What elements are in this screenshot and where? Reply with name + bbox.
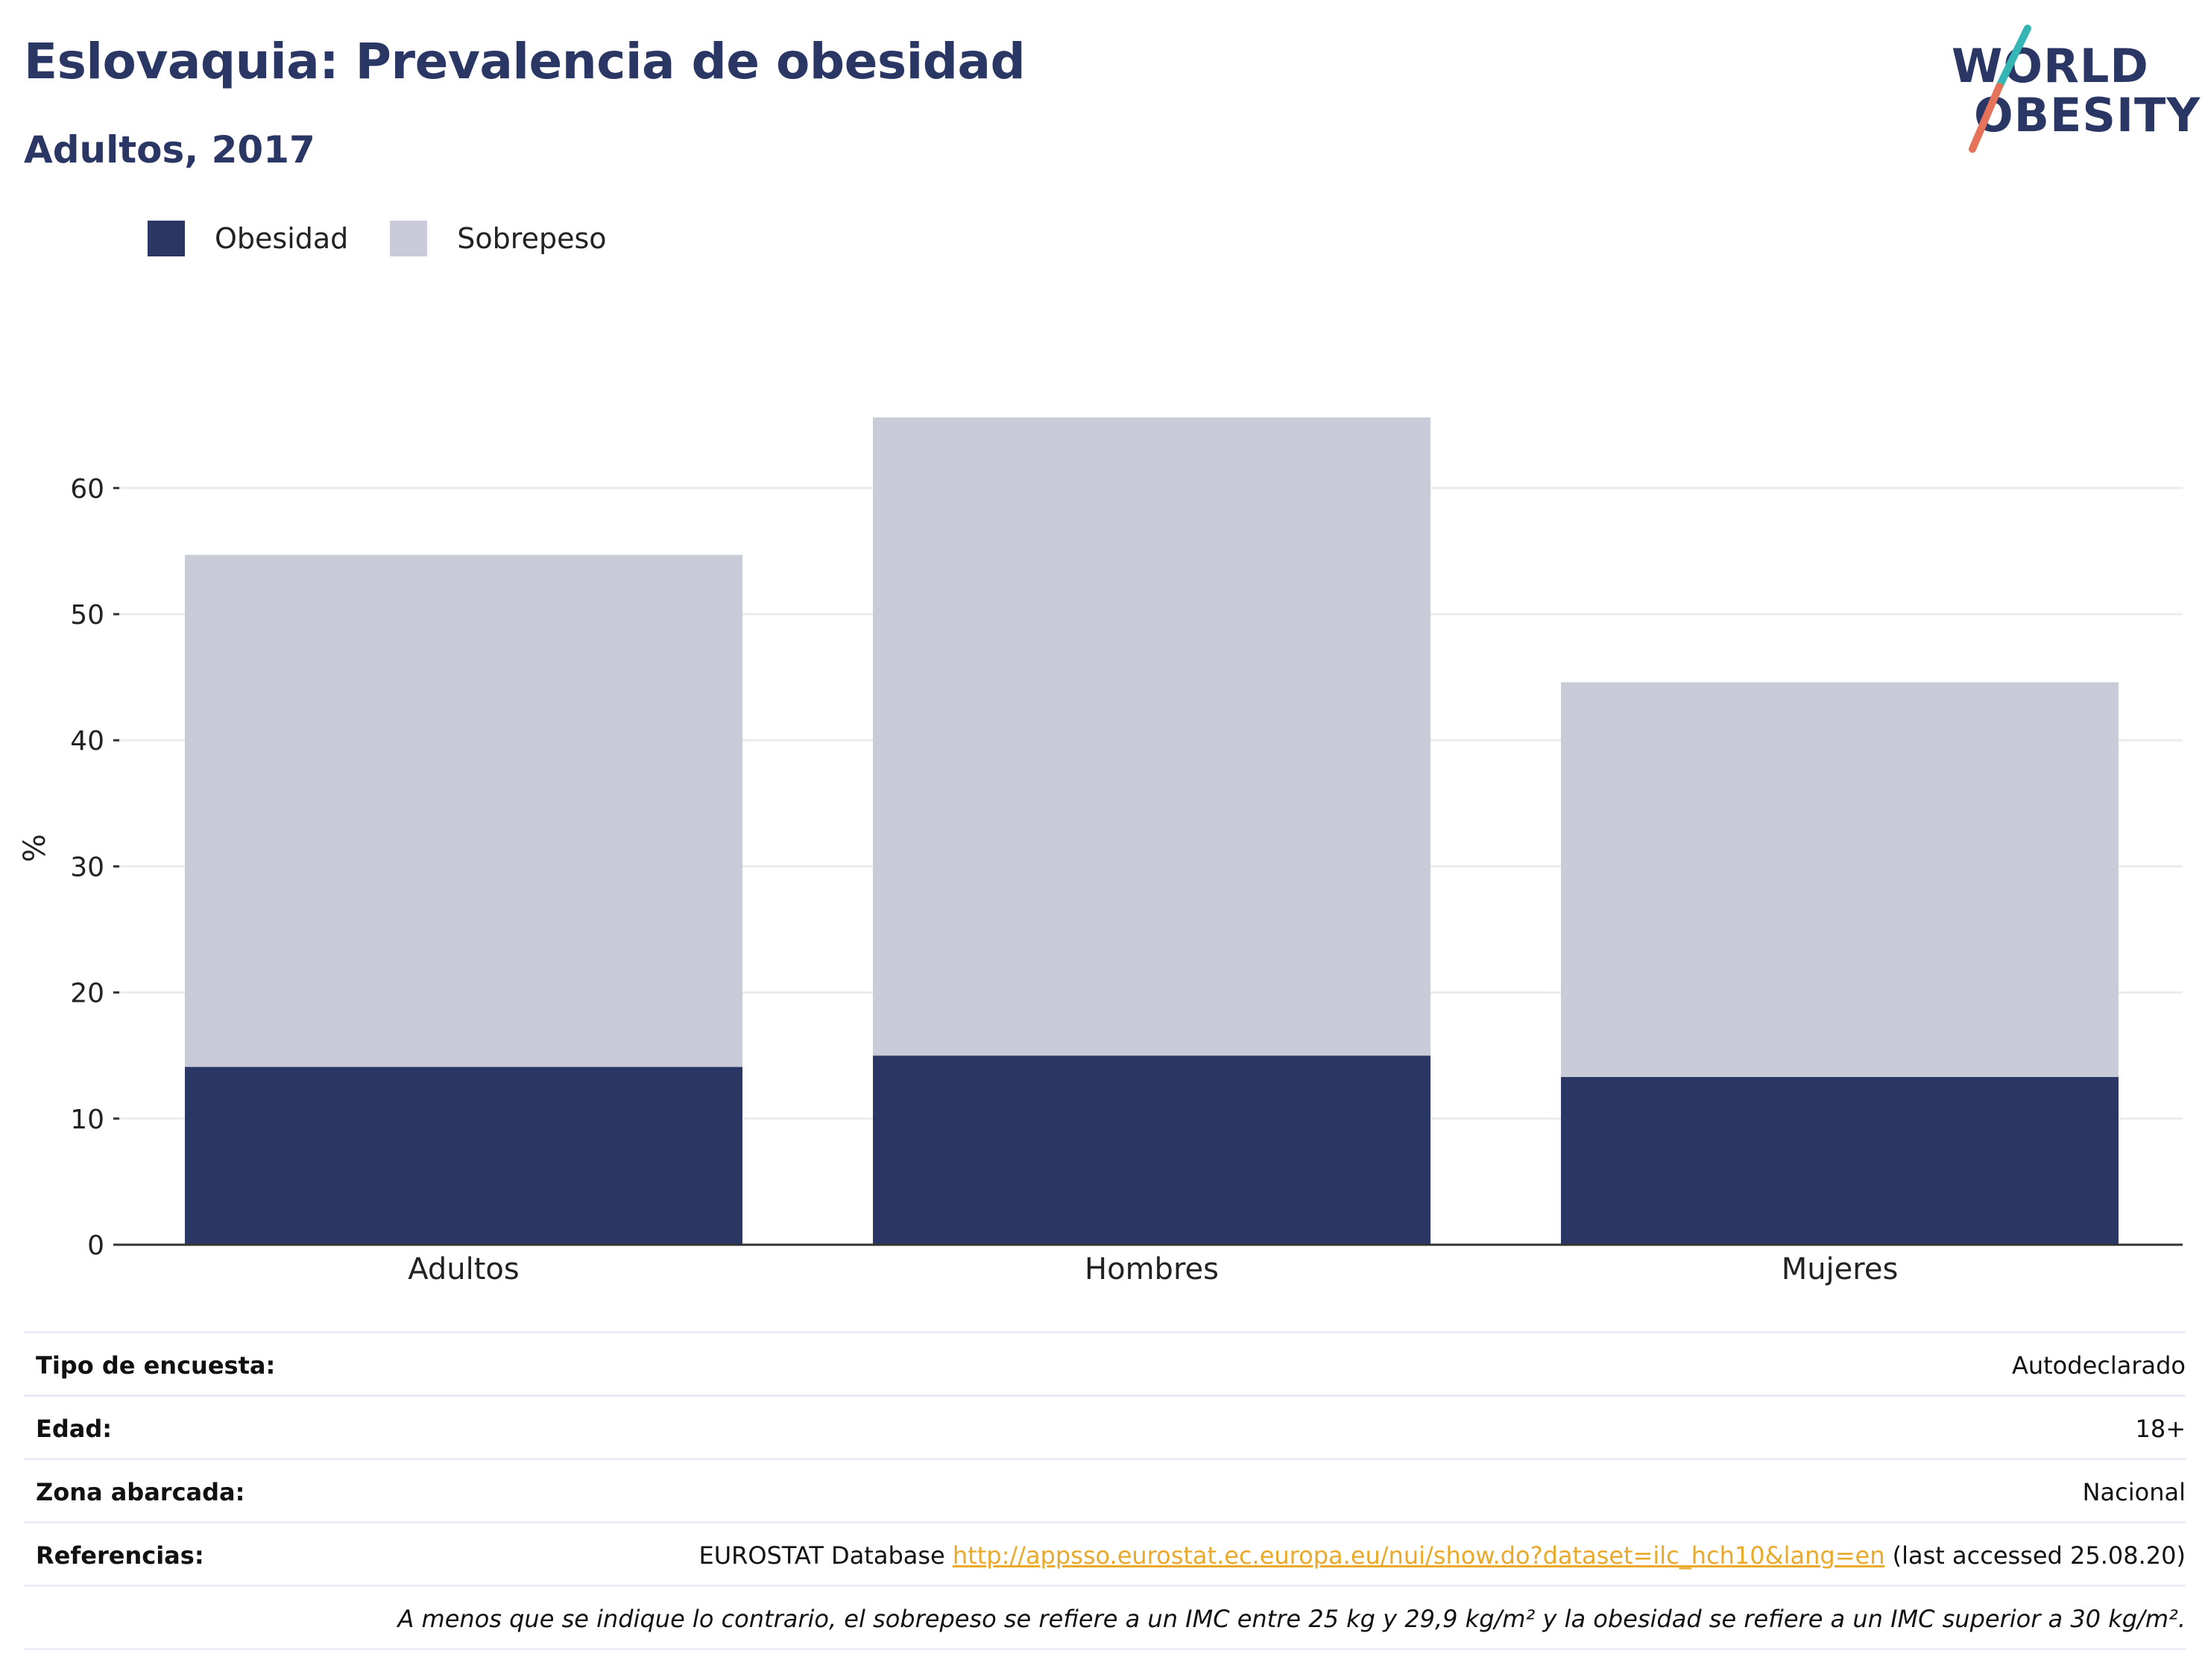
coverage-label: Zona abarcada: bbox=[36, 1478, 245, 1506]
info-table: Tipo de encuesta: Autodeclarado Edad: 18… bbox=[24, 1331, 2186, 1650]
info-row-survey-type: Tipo de encuesta: Autodeclarado bbox=[24, 1331, 2186, 1395]
y-tick-label: 40 bbox=[70, 726, 104, 757]
y-axis-label: % bbox=[18, 834, 52, 862]
references-suffix: (last accessed 25.08.20) bbox=[1884, 1541, 2186, 1570]
survey-type-value: Autodeclarado bbox=[2011, 1351, 2186, 1380]
legend-item-sobrepeso[interactable]: Sobrepeso bbox=[390, 221, 607, 256]
x-tick-label: Hombres bbox=[1085, 1252, 1219, 1286]
info-row-references: Referencias: EUROSTAT Database http://ap… bbox=[24, 1521, 2186, 1585]
age-label: Edad: bbox=[36, 1415, 113, 1443]
age-value: 18+ bbox=[2135, 1415, 2186, 1443]
y-tick-label: 10 bbox=[70, 1105, 104, 1135]
bar-hombres-obesidad bbox=[873, 1055, 1430, 1245]
info-row-coverage: Zona abarcada: Nacional bbox=[24, 1458, 2186, 1521]
legend-label-obesidad: Obesidad bbox=[215, 222, 349, 255]
x-axis-ticks: Adultos Hombres Mujeres bbox=[408, 1252, 1898, 1286]
y-tick-label: 50 bbox=[70, 600, 104, 631]
bars bbox=[185, 417, 2119, 1245]
y-tick-label: 60 bbox=[70, 474, 104, 505]
references-link[interactable]: http://appsso.eurostat.ec.europa.eu/nui/… bbox=[952, 1541, 1885, 1570]
world-obesity-logo: WORLD OBESITY bbox=[1938, 22, 2200, 157]
logo-text-line2: OBESITY bbox=[1974, 88, 2201, 142]
bar-adultos-sobrepeso bbox=[185, 555, 742, 1067]
chart-title: Eslovaquia: Prevalencia de obesidad bbox=[24, 33, 1026, 90]
coverage-value: Nacional bbox=[2082, 1478, 2186, 1506]
legend-label-sobrepeso: Sobrepeso bbox=[457, 222, 607, 255]
bar-adultos-obesidad bbox=[185, 1067, 742, 1245]
y-tick-label: 30 bbox=[70, 852, 104, 882]
legend-swatch-sobrepeso bbox=[390, 221, 428, 256]
x-tick-label: Mujeres bbox=[1782, 1252, 1899, 1286]
info-row-note: A menos que se indique lo contrario, el … bbox=[24, 1585, 2186, 1650]
bar-mujeres-sobrepeso bbox=[1561, 682, 2119, 1077]
bar-chart: 0 10 20 30 40 50 60 Adultos Hombres Mujeres % bbox=[18, 417, 2183, 1286]
info-row-age: Edad: 18+ bbox=[24, 1395, 2186, 1458]
chart-legend: Obesidad Sobrepeso bbox=[148, 221, 649, 256]
references-prefix: EUROSTAT Database bbox=[698, 1541, 953, 1570]
y-tick-label: 0 bbox=[87, 1231, 104, 1261]
survey-type-label: Tipo de encuesta: bbox=[36, 1351, 276, 1380]
logo-text-line1: WORLD bbox=[1952, 39, 2149, 93]
legend-item-obesidad[interactable]: Obesidad bbox=[148, 221, 348, 256]
logo-slash-icon bbox=[1969, 25, 2031, 153]
references-label: Referencias: bbox=[36, 1541, 204, 1570]
legend-swatch-obesidad bbox=[148, 221, 185, 256]
definition-note: A menos que se indique lo contrario, el … bbox=[397, 1605, 2186, 1633]
x-tick-label: Adultos bbox=[408, 1252, 520, 1286]
y-tick-label: 20 bbox=[70, 979, 104, 1009]
bar-hombres-sobrepeso bbox=[873, 417, 1430, 1056]
references-value: EUROSTAT Database http://appsso.eurostat… bbox=[698, 1541, 2186, 1570]
y-axis-ticks: 0 10 20 30 40 50 60 bbox=[70, 474, 119, 1261]
bar-mujeres-obesidad bbox=[1561, 1076, 2119, 1245]
chart-subtitle: Adultos, 2017 bbox=[24, 128, 315, 171]
